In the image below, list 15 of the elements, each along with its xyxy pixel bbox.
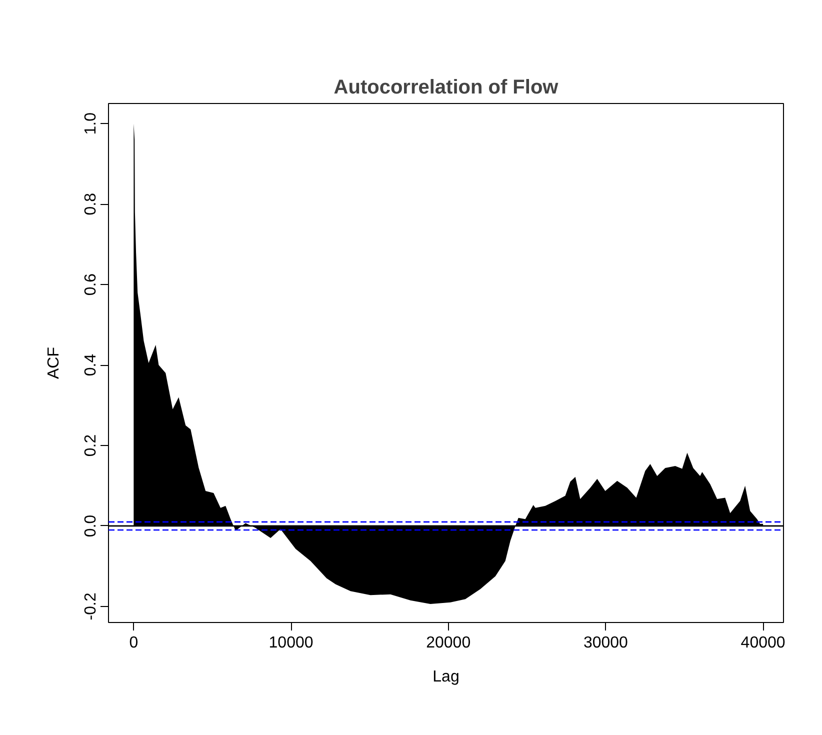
chart-title: Autocorrelation of Flow bbox=[334, 76, 559, 98]
y-tick-label: 0.2 bbox=[82, 434, 100, 457]
y-tick-label: 0.4 bbox=[82, 354, 100, 376]
x-tick-label: 0 bbox=[129, 634, 138, 652]
y-tick-label: -0.2 bbox=[82, 592, 100, 620]
x-axis-title: Lag bbox=[432, 668, 460, 686]
y-tick-label: 0.6 bbox=[82, 273, 100, 296]
y-axis-title: ACF bbox=[46, 346, 62, 379]
x-tick-label: 30000 bbox=[583, 634, 628, 652]
x-tick-label: 10000 bbox=[268, 634, 314, 652]
x-tick-label: 40000 bbox=[740, 634, 786, 652]
x-tick-label: 20000 bbox=[426, 634, 471, 652]
y-tick-label: 0.0 bbox=[82, 514, 100, 538]
y-tick-label: 1.0 bbox=[82, 112, 100, 135]
y-tick-label: 0.8 bbox=[82, 192, 100, 216]
